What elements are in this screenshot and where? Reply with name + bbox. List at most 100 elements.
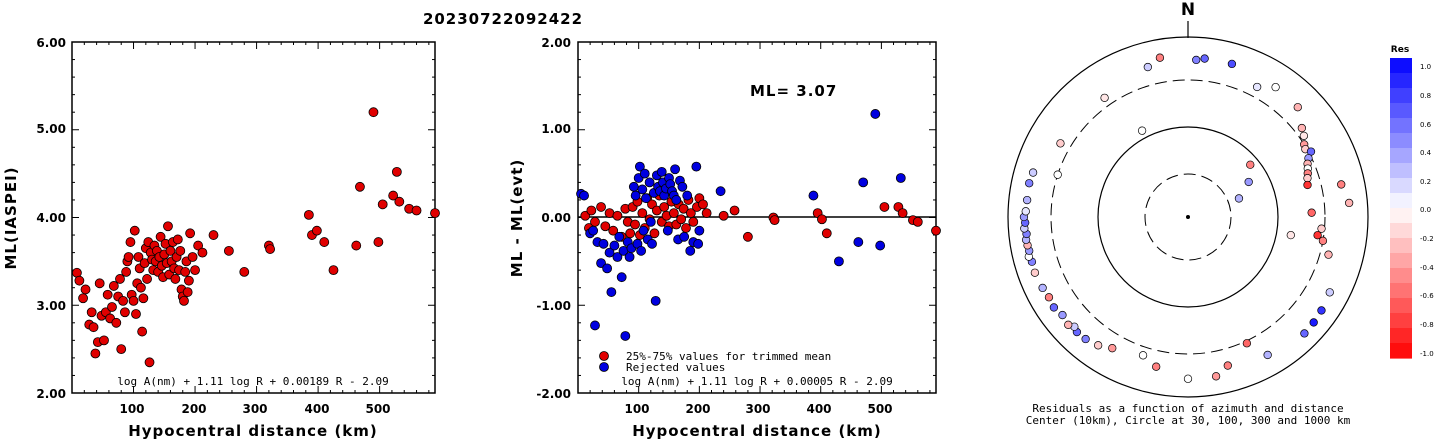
- legend-label-rejected: Rejected values: [626, 361, 725, 374]
- rejected-point: [650, 295, 661, 306]
- station-residual-point: [1317, 224, 1326, 233]
- rejected-point: [612, 252, 623, 262]
- trimmed-point: [685, 208, 696, 219]
- rejected-point: [624, 252, 635, 262]
- legend-label-trimmed: 25%-75% values for trimmed mean: [626, 350, 831, 363]
- station-ml-point: [90, 348, 101, 359]
- trimmed-point: [649, 228, 660, 239]
- axis-ticks: [578, 41, 936, 394]
- y-tick-label: 6.00: [36, 36, 66, 50]
- station-ml-point: [328, 265, 339, 276]
- station-ml-point: [394, 196, 405, 207]
- trimmed-point: [590, 216, 600, 227]
- rejected-point: [636, 245, 647, 256]
- y-axis-label: ML - ML(evt): [508, 159, 526, 277]
- rejected-point: [875, 240, 886, 251]
- station-residual-point: [1064, 320, 1073, 329]
- y-tick-label: 4.00: [36, 211, 66, 225]
- colorbar-label: 1.0: [1420, 63, 1431, 71]
- rejected-point: [628, 181, 639, 192]
- x-tick-label: 500: [365, 402, 390, 416]
- station-ml-point: [180, 267, 191, 277]
- rejected-point: [677, 181, 688, 192]
- station-residual-point: [1318, 236, 1328, 245]
- station-residual-point: [1211, 372, 1221, 381]
- caption-line-2: Center (10km), Circle at 30, 100, 300 an…: [1026, 414, 1351, 427]
- colorbar-swatch: [1390, 193, 1412, 209]
- colorbar-swatch: [1390, 253, 1412, 269]
- station-residual-point: [1317, 306, 1326, 315]
- rejected-point: [662, 225, 673, 236]
- trimmed-point: [668, 208, 679, 219]
- rejected-point: [685, 245, 696, 256]
- trimmed-point: [698, 199, 708, 210]
- station-residual-point: [1303, 180, 1312, 190]
- x-tick-label: 500: [867, 402, 892, 416]
- trimmed-point: [586, 205, 597, 216]
- station-ml-point: [115, 274, 125, 284]
- trimmed-point: [817, 214, 827, 225]
- colorbar-swatch: [1390, 163, 1412, 179]
- colorbar-labels: 1.0 0.8 0.6 0.4 0.2 0.0 -0.2 -0.4 -0.6 -…: [1420, 63, 1434, 358]
- trimmed-point: [612, 210, 623, 221]
- trimmed-point: [879, 202, 890, 212]
- station-residual-point: [1200, 54, 1209, 63]
- station-ml-point: [223, 245, 234, 256]
- station-residual-point: [1293, 103, 1302, 112]
- station-residual-point: [1297, 123, 1307, 133]
- event-id-title: 20230722092422: [423, 10, 583, 28]
- x-tick-label: 200: [181, 402, 206, 416]
- colorbar-swatch: [1390, 328, 1412, 344]
- station-residual-point: [1234, 194, 1244, 203]
- trimmed-point: [701, 208, 712, 219]
- station-residual-point: [1300, 329, 1309, 338]
- station-residual-point: [1022, 195, 1032, 205]
- rejected-point: [870, 109, 881, 119]
- rejected-point: [616, 272, 627, 283]
- caption-line-1: Residuals as a function of azimuth and d…: [1032, 402, 1343, 415]
- station-residual-point: [1038, 283, 1047, 293]
- station-ml-point: [133, 252, 144, 262]
- x-axis-label: Hypocentral distance (km): [128, 422, 378, 440]
- station-ml-point: [303, 209, 314, 220]
- axis-ticks: [72, 41, 435, 394]
- station-ml-point: [74, 275, 85, 286]
- station-ml-point: [78, 293, 88, 304]
- ring-1000km: [1007, 36, 1369, 398]
- trimmed-point: [678, 203, 689, 214]
- colorbar-swatch: [1390, 73, 1412, 89]
- station-residual-point: [1337, 180, 1346, 189]
- ring-30km: [1144, 173, 1232, 261]
- colorbar-swatch: [1390, 298, 1412, 314]
- station-ml-point: [182, 287, 193, 297]
- station-ml-point: [388, 190, 399, 201]
- colorbar-swatch: [1390, 283, 1412, 299]
- y-tick-label: -2.00: [536, 387, 571, 401]
- station-residual-point: [1313, 231, 1322, 240]
- y-tick-label: 5.00: [36, 122, 66, 136]
- station-residual-point: [1325, 288, 1334, 297]
- station-residual-point: [1058, 310, 1067, 320]
- station-ml-point: [319, 237, 330, 247]
- station-residual-point: [1227, 59, 1237, 69]
- y-tick-label: 1.00: [541, 122, 571, 136]
- station-residual-point: [1192, 55, 1201, 65]
- rejected-point: [609, 240, 620, 251]
- rejected-point: [639, 168, 650, 179]
- y-tick-label: 2.00: [541, 36, 571, 50]
- station-residual-point: [1108, 344, 1117, 353]
- x-tick-label: 100: [119, 402, 144, 416]
- rejected-point: [647, 238, 657, 249]
- ring-300km: [1050, 79, 1326, 355]
- station-ml-point: [179, 295, 189, 306]
- rejected-point: [637, 184, 648, 195]
- station-ml-point: [88, 322, 99, 333]
- station-ml-point: [86, 307, 97, 318]
- station-residual-point: [1309, 318, 1318, 327]
- rejected-point: [715, 186, 726, 197]
- trimmed-point: [608, 225, 619, 236]
- residual-colorbar: Res 1.0 0.8 0.6 0.4 0.2 0.0 -0.2 -0.4 -0…: [1390, 45, 1434, 359]
- station-points: [1019, 53, 1354, 383]
- trimmed-point: [637, 208, 648, 219]
